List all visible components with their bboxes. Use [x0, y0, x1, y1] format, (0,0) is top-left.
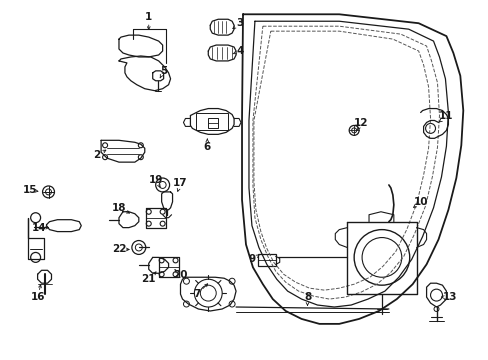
Text: 20: 20	[173, 270, 187, 280]
Text: 14: 14	[32, 222, 47, 233]
Text: 11: 11	[438, 112, 453, 121]
Text: 16: 16	[30, 292, 45, 302]
Text: 10: 10	[412, 197, 427, 207]
Bar	[208, 118, 218, 129]
Text: 1: 1	[145, 12, 152, 22]
Text: 13: 13	[442, 292, 457, 302]
Text: 21: 21	[141, 274, 156, 284]
Text: 18: 18	[111, 203, 126, 213]
Text: 8: 8	[303, 292, 310, 302]
Text: 19: 19	[148, 175, 163, 185]
Text: 5: 5	[160, 66, 167, 76]
Bar	[257, 255, 275, 266]
Bar	[196, 113, 228, 130]
Text: 7: 7	[193, 289, 201, 299]
Text: 6: 6	[203, 142, 210, 152]
Text: 3: 3	[236, 18, 243, 28]
Text: 9: 9	[248, 255, 255, 264]
Text: 17: 17	[173, 178, 187, 188]
Text: 4: 4	[236, 46, 243, 56]
Text: 12: 12	[353, 118, 367, 129]
Text: 2: 2	[93, 150, 101, 160]
Text: 15: 15	[22, 185, 37, 195]
Text: 22: 22	[111, 244, 126, 255]
